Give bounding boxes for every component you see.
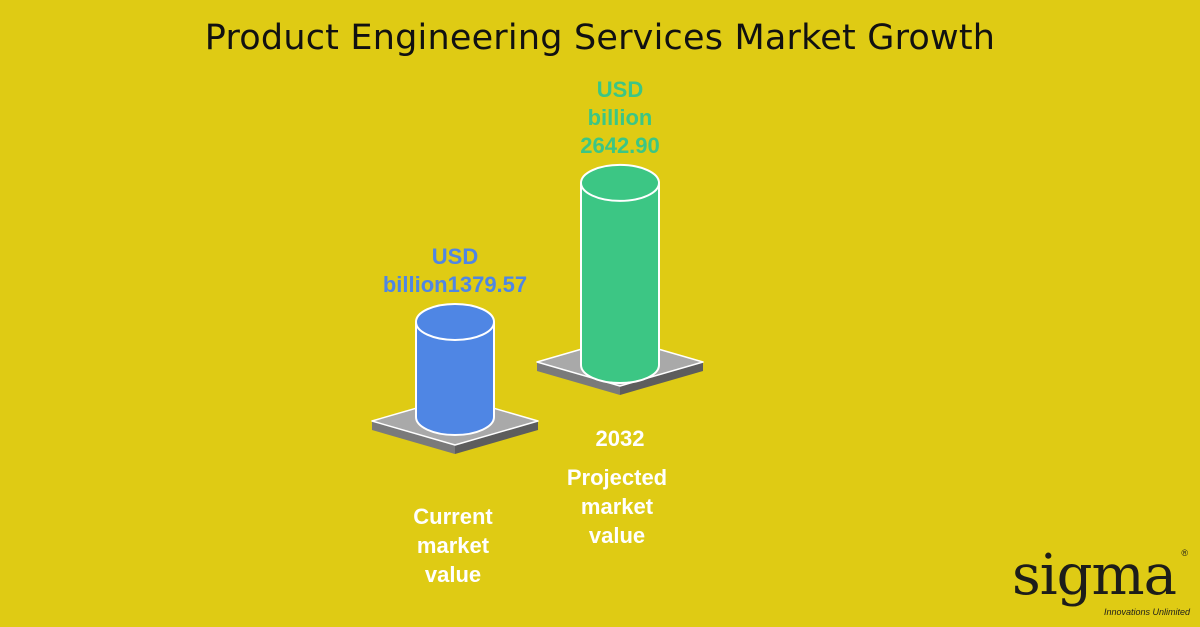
pedestal-right-face <box>620 362 703 395</box>
bar-1 <box>580 163 660 384</box>
registered-mark: ® <box>1181 548 1188 558</box>
category-label-1-0: Projected <box>567 465 667 490</box>
bar-top <box>415 302 495 341</box>
pedestal-right-face <box>455 421 538 454</box>
sigma-logo: sigma ® Innovations Unlimited <box>1012 548 1192 620</box>
pedestal-left-face <box>372 421 455 454</box>
chart-title: Product Engineering Services Market Grow… <box>204 18 996 58</box>
pedestal-left-face <box>537 362 620 395</box>
bar-top <box>580 163 660 202</box>
bar-0 <box>415 302 495 436</box>
value-label-0-1: billion1379.57 <box>383 272 527 297</box>
value-label-1-2: 2642.90 <box>580 133 660 158</box>
logo-tagline: Innovations Unlimited <box>1104 607 1191 617</box>
logo-wordmark: sigma <box>1012 543 1177 608</box>
bar-body <box>580 181 660 384</box>
category-label-0-1: market <box>417 533 490 558</box>
category-label-0-2: value <box>425 562 481 587</box>
bar-body <box>415 320 495 436</box>
value-label-1-1: billion <box>588 105 653 130</box>
category-label-1-2: value <box>589 523 645 548</box>
value-label-1-0: USD <box>597 77 643 102</box>
year-label-1: 2032 <box>596 426 645 451</box>
value-label-0-0: USD <box>432 244 478 269</box>
category-label-1-1: market <box>581 494 654 519</box>
category-label-0-0: Current <box>413 504 493 529</box>
